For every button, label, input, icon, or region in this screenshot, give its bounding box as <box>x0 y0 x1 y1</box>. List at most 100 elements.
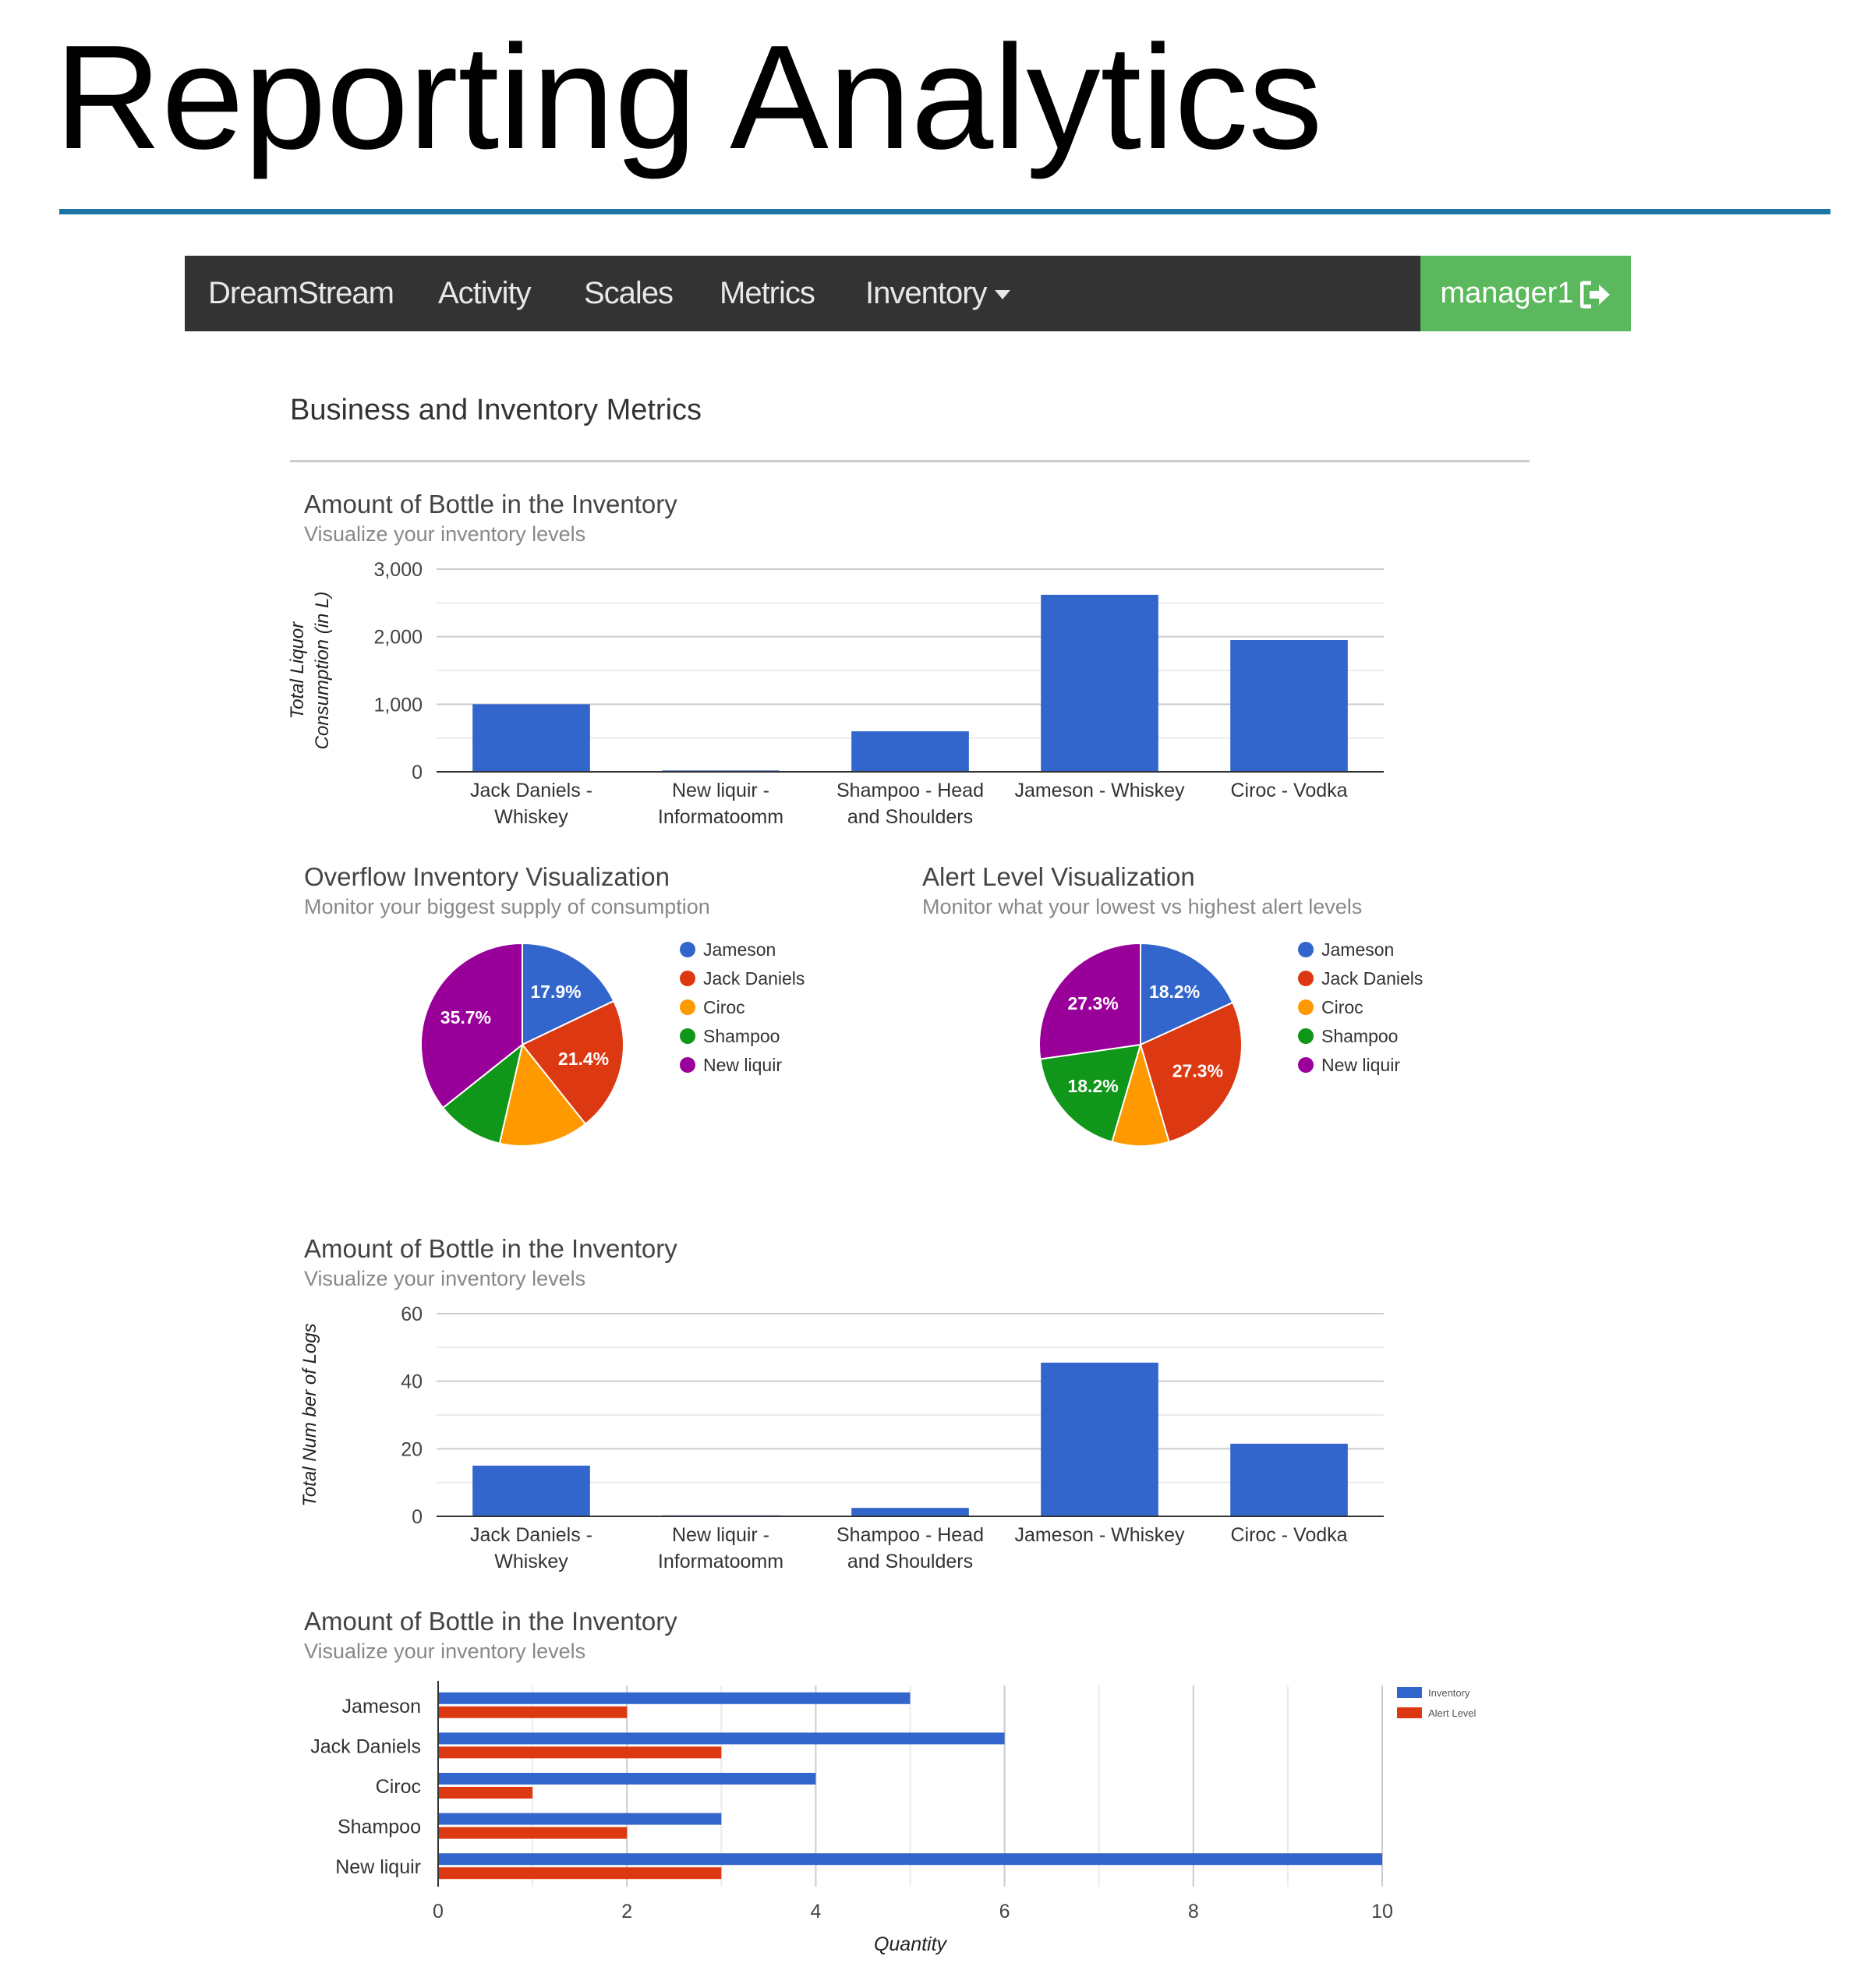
pie2-slice-label: 27.3% <box>1172 1060 1223 1081</box>
hbar-bar-alert-level[interactable] <box>438 1746 722 1759</box>
bar2-category-label: Shampoo - Head <box>836 1524 984 1546</box>
bar1-ylabel: Total Liquor <box>287 621 308 720</box>
pie2-slice[interactable] <box>1039 1043 1142 1143</box>
pie1-slice[interactable] <box>522 942 615 1046</box>
bar2-ytick-label: 20 <box>401 1438 423 1460</box>
bar-chart-inventory-liquor: 0 1,000 2,000 3,000 Jack Daniels - Whiskey New… <box>287 559 1384 828</box>
bar1-category-label: Ciroc - Vodka <box>1230 780 1347 801</box>
bar1-category-label: Shampoo - Head <box>836 780 984 801</box>
bar2-bar[interactable] <box>1041 1362 1158 1516</box>
pie1-legend-marker <box>680 971 695 986</box>
pie1-legend-label: Jameson <box>703 939 776 960</box>
pie1-legend-marker <box>680 999 695 1015</box>
nav-item-inventory-label: Inventory <box>865 276 988 310</box>
bar2-category-label: Ciroc - Vodka <box>1230 1524 1347 1546</box>
pie1-slice[interactable] <box>441 1042 524 1144</box>
bar2-ytick-label: 0 <box>412 1506 423 1528</box>
pie2-slice-label: 18.2% <box>1149 982 1200 1002</box>
hbar-category-label: New liquir <box>335 1856 421 1878</box>
pie2-legend-label: New liquir <box>1321 1055 1400 1075</box>
navbar-brand[interactable]: DreamStream <box>208 276 394 310</box>
pie2-legend-marker <box>1298 1057 1314 1073</box>
pie-chart-alert-level: 18.2% 27.3% 18.2% 27.3% Jameson Jack Daniels C… <box>1038 939 1423 1147</box>
nav-item-metrics[interactable]: Metrics <box>720 276 815 310</box>
bar1-ytick-label: 2,000 <box>373 627 423 649</box>
bar1-bar[interactable] <box>1230 640 1348 772</box>
sign-out-icon <box>1579 281 1610 309</box>
top-navbar: DreamStream Activity Scales Metrics Inve… <box>185 256 1629 331</box>
hbar-bar-inventory[interactable] <box>438 1853 1382 1866</box>
pie2-slice[interactable] <box>1038 942 1141 1060</box>
hbar-legend-marker <box>1397 1707 1422 1718</box>
bar2-ytick-label: 40 <box>401 1371 423 1393</box>
pie1-slice[interactable] <box>420 942 523 1109</box>
page-heading: Business and Inventory Metrics <box>290 394 702 426</box>
pie2-slice-label: 27.3% <box>1067 993 1118 1013</box>
hbar-xlabel: Quantity <box>874 1933 948 1955</box>
pie1-subtitle: Monitor your biggest supply of consumpti… <box>304 895 710 918</box>
bar1-ylabel: Consumption (in L) <box>312 592 333 750</box>
pie2-slice[interactable] <box>1140 942 1234 1046</box>
hbar-xtick-label: 10 <box>1371 1901 1393 1923</box>
pie2-subtitle: Monitor what your lowest vs highest aler… <box>922 895 1363 918</box>
user-menu-button[interactable]: manager1 <box>1420 256 1631 331</box>
bar1-category-label: and Shoulders <box>847 806 973 828</box>
hbar-xtick-label: 0 <box>433 1901 444 1923</box>
pie2-title: Alert Level Visualization <box>922 862 1195 891</box>
bar1-title: Amount of Bottle in the Inventory <box>304 490 677 518</box>
hbar-bar-alert-level[interactable] <box>438 1827 628 1839</box>
pie1-legend-label: New liquir <box>703 1055 782 1075</box>
bar2-category-label: Informatoomm <box>658 1551 783 1572</box>
pie2-slice[interactable] <box>1139 1001 1243 1143</box>
pie1-slice[interactable] <box>498 1042 587 1147</box>
hbar-bar-inventory[interactable] <box>438 1732 1005 1745</box>
pie2-legend-marker <box>1298 942 1314 957</box>
hbar-bar-inventory[interactable] <box>438 1692 911 1704</box>
pie1-slice[interactable] <box>521 999 624 1126</box>
hbar-category-label: Shampoo <box>338 1816 421 1838</box>
caret-down-icon <box>994 290 1010 300</box>
horizontal-bar-chart-inventory-alert: 0 2 4 6 8 10 Jameson Jack Daniels Ciroc Shampoo Ne… <box>310 1681 1477 1955</box>
page-heading-rule <box>290 460 1530 462</box>
hbar-bar-inventory[interactable] <box>438 1813 722 1825</box>
bar1-bar[interactable] <box>1041 594 1158 772</box>
bar2-ylabel: Total Num ber of Logs <box>299 1323 320 1506</box>
hbar-bar-inventory[interactable] <box>438 1773 816 1785</box>
nav-item-inventory[interactable]: Inventory <box>865 256 1010 331</box>
pie2-legend-label: Jameson <box>1321 939 1394 960</box>
slide-title: Reporting Analytics <box>55 15 1323 180</box>
bar1-bar[interactable] <box>472 704 590 772</box>
bar1-ytick-label: 3,000 <box>373 559 423 581</box>
bar1-category-label: Jack Daniels - <box>470 780 592 801</box>
pie-chart-overflow: 17.9% 21.4% 35.7% Jameson Jack Daniels Ciroc S… <box>420 939 805 1147</box>
hbar-title: Amount of Bottle in the Inventory <box>304 1607 677 1636</box>
nav-item-scales[interactable]: Scales <box>584 276 674 310</box>
pie1-slice-label: 21.4% <box>558 1049 609 1069</box>
bar1-bar[interactable] <box>851 731 969 772</box>
pie1-title: Overflow Inventory Visualization <box>304 862 670 891</box>
pie1-legend-label: Shampoo <box>703 1026 780 1046</box>
bar1-category-label: Informatoomm <box>658 806 783 828</box>
bar2-bar[interactable] <box>851 1508 969 1516</box>
pie2-legend-label: Jack Daniels <box>1321 968 1423 989</box>
bar2-bar[interactable] <box>1230 1443 1348 1516</box>
pie1-slice-label: 17.9% <box>530 982 581 1002</box>
bar2-ytick-label: 60 <box>401 1304 423 1325</box>
bar2-bar[interactable] <box>472 1466 590 1516</box>
nav-item-activity[interactable]: Activity <box>438 276 532 310</box>
bar2-category-label: Jack Daniels - <box>470 1524 592 1546</box>
hbar-subtitle: Visualize your inventory levels <box>304 1640 586 1663</box>
hbar-bar-alert-level[interactable] <box>438 1787 533 1799</box>
pie1-legend-label: Jack Daniels <box>703 968 805 989</box>
bar2-category-label: Jameson - Whiskey <box>1014 1524 1185 1546</box>
pie1-slice-label: 35.7% <box>440 1007 491 1028</box>
hbar-bar-alert-level[interactable] <box>438 1706 628 1718</box>
hbar-bar-alert-level[interactable] <box>438 1867 722 1880</box>
pie2-legend-marker <box>1298 1028 1314 1044</box>
pie2-legend-marker <box>1298 971 1314 986</box>
bar1-ytick-label: 0 <box>412 762 423 784</box>
bar2-category-label: and Shoulders <box>847 1551 973 1572</box>
user-name: manager1 <box>1440 277 1574 310</box>
hbar-category-label: Jameson <box>342 1696 421 1717</box>
pie1-legend-marker <box>680 942 695 957</box>
